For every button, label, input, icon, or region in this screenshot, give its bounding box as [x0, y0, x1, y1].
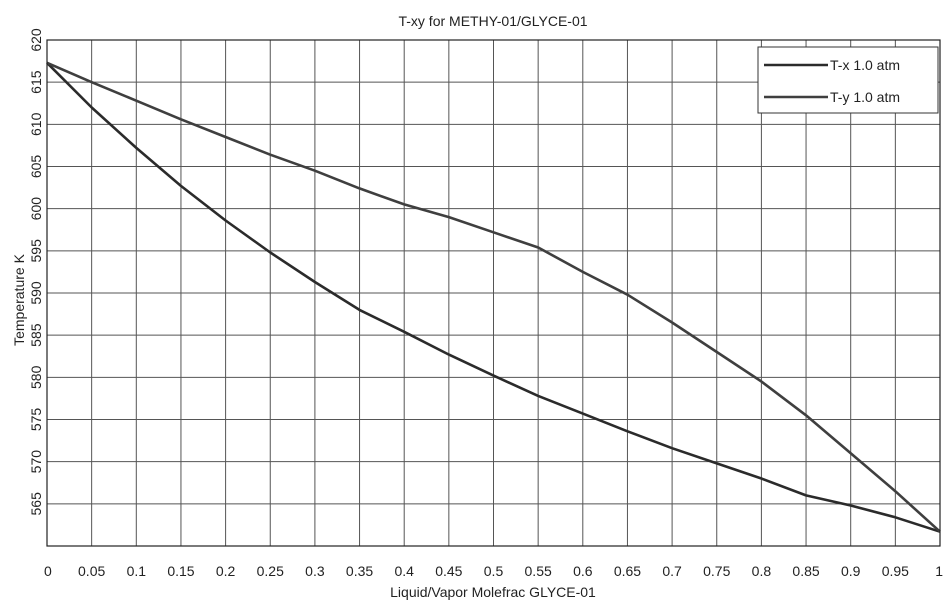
y-tick-label: 620 — [28, 28, 44, 52]
grid — [46, 39, 941, 547]
legend-label: T-x 1.0 atm — [830, 57, 900, 73]
legend: T-x 1.0 atm T-y 1.0 atm — [757, 46, 939, 114]
legend-box — [757, 46, 939, 114]
x-tick-label: 0.3 — [305, 563, 325, 579]
x-tick-label: 0.45 — [435, 563, 462, 579]
x-tick-label: 0.25 — [257, 563, 284, 579]
y-tick-label: 590 — [28, 281, 44, 305]
x-tick-label: 0.55 — [525, 563, 552, 579]
x-axis-label: Liquid/Vapor Molefrac GLYCE-01 — [390, 584, 596, 600]
x-tick-label: 0.2 — [216, 563, 236, 579]
y-tick-labels: 565 570 575 580 585 590 595 600 605 610 615 620 — [28, 28, 44, 515]
x-tick-label: 0.6 — [573, 563, 593, 579]
series-line-t-x — [46, 61, 941, 533]
x-tick-label: 0.85 — [792, 563, 819, 579]
y-tick-label: 570 — [28, 450, 44, 474]
x-tick-labels: 0 0.05 0.1 0.15 0.2 0.25 0.3 0.35 0.4 0.45 0.5 0.55… — [44, 563, 943, 579]
y-tick-label: 605 — [28, 155, 44, 179]
x-tick-label: 0.8 — [752, 563, 772, 579]
x-tick-label: 0.4 — [394, 563, 414, 579]
chart-title: T-xy for METHY-01/GLYCE-01 — [398, 13, 587, 29]
x-tick-label: 0.15 — [167, 563, 194, 579]
x-tick-label: 0.1 — [127, 563, 147, 579]
x-tick-label: 0.65 — [614, 563, 641, 579]
x-tick-label: 0 — [44, 563, 52, 579]
y-tick-label: 595 — [28, 239, 44, 263]
plot-frame — [46, 39, 941, 547]
x-tick-label: 0.95 — [882, 563, 909, 579]
y-tick-label: 565 — [28, 492, 44, 516]
y-tick-label: 610 — [28, 112, 44, 136]
legend-label: T-y 1.0 atm — [830, 89, 900, 105]
y-tick-label: 575 — [28, 408, 44, 432]
x-tick-label: 0.7 — [662, 563, 682, 579]
series-lines — [46, 61, 941, 533]
x-tick-label: 0.5 — [484, 563, 504, 579]
y-tick-label: 600 — [28, 197, 44, 221]
y-tick-label: 585 — [28, 323, 44, 347]
x-tick-label: 1 — [935, 563, 943, 579]
x-tick-label: 0.75 — [703, 563, 730, 579]
x-tick-label: 0.05 — [78, 563, 105, 579]
y-tick-label: 615 — [28, 70, 44, 94]
y-axis-label: Temperature K — [11, 253, 27, 345]
x-tick-label: 0.35 — [346, 563, 373, 579]
series-line-t-y — [46, 61, 941, 533]
y-tick-label: 580 — [28, 365, 44, 389]
x-tick-label: 0.9 — [841, 563, 861, 579]
